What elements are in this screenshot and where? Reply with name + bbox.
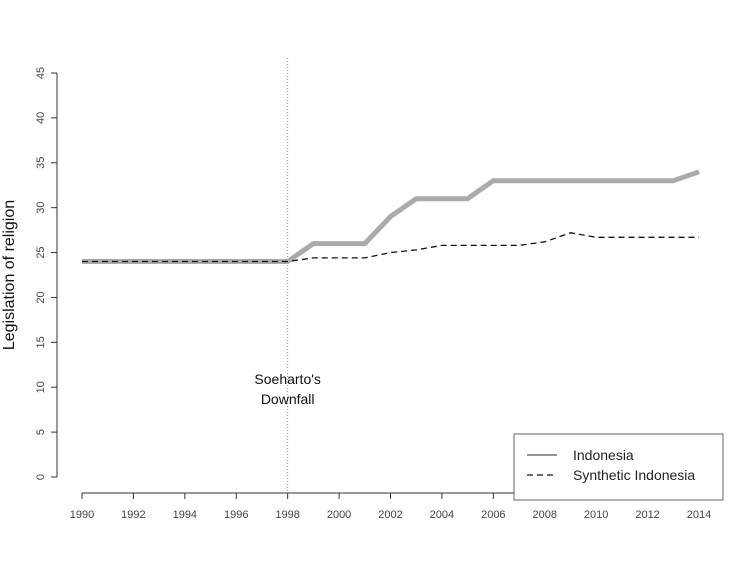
y-axis-title: Legislation of religion (1, 200, 18, 350)
x-tick-label: 1994 (173, 509, 197, 521)
y-tick-label: 45 (35, 67, 47, 79)
series-layer (82, 169, 700, 264)
x-tick-label: 2002 (378, 509, 402, 521)
x-tick-label: 2010 (584, 509, 608, 521)
x-tick-label: 2000 (327, 509, 351, 521)
series-line-indonesia (82, 169, 700, 264)
annotation-line-2: Downfall (261, 391, 315, 407)
x-tick-label: 2004 (430, 509, 454, 521)
y-tick-label: 0 (35, 474, 47, 480)
legend-label-synthetic-indonesia: Synthetic Indonesia (573, 467, 695, 483)
x-tick-label: 1990 (70, 509, 94, 521)
y-tick-label: 35 (35, 157, 47, 169)
y-tick-label: 15 (35, 336, 47, 348)
y-tick-label: 30 (35, 202, 47, 214)
y-tick-label: 10 (35, 381, 47, 393)
x-tick-label: 2006 (481, 509, 505, 521)
x-tick-label: 1992 (121, 509, 145, 521)
y-tick-label: 40 (35, 112, 47, 124)
annotation-line-1: Soeharto's (254, 371, 321, 387)
legend-box (513, 433, 724, 501)
series-line-synthetic-indonesia (82, 232, 699, 263)
y-tick-label: 25 (35, 246, 47, 258)
y-tick-label: 20 (35, 291, 47, 303)
axes (56, 73, 699, 494)
x-tick-label: 1998 (275, 509, 299, 521)
x-tick-label: 2014 (687, 509, 711, 521)
x-tick-label: 2008 (533, 509, 557, 521)
legend: Indonesia Synthetic Indonesia (513, 433, 724, 501)
legend-label-indonesia: Indonesia (573, 447, 634, 463)
x-tick-label: 2012 (635, 509, 659, 521)
ticks: 0 5 10 15 20 25 30 35 40 45 1990 1992 1994 1996 1998 20… (35, 67, 711, 521)
y-tick-label: 5 (35, 429, 47, 435)
x-tick-label: 1996 (224, 509, 248, 521)
